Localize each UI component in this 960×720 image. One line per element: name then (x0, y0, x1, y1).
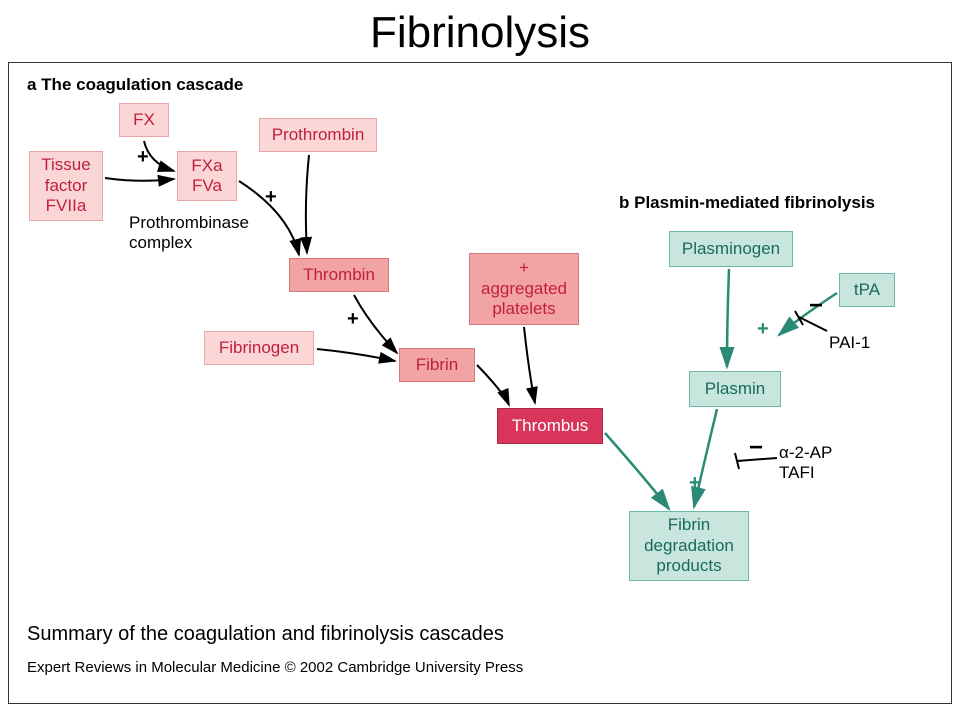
section-b-heading: b Plasmin-mediated fibrinolysis (619, 193, 875, 213)
node-tpa: tPA (839, 273, 895, 307)
page-title: Fibrinolysis (0, 0, 960, 62)
svg-text:+: + (757, 318, 769, 340)
node-tissue-factor: Tissue factor FVIIa (29, 151, 103, 221)
node-plasminogen: Plasminogen (669, 231, 793, 267)
node-prothrombin: Prothrombin (259, 118, 377, 152)
section-a-heading: a The coagulation cascade (27, 75, 243, 95)
figure-frame: a The coagulation cascade b Plasmin-medi… (8, 62, 952, 704)
svg-text:+: + (347, 308, 359, 330)
node-fdp: Fibrin degradation products (629, 511, 749, 581)
node-fx: FX (119, 103, 169, 137)
label-pai1: PAI-1 (829, 333, 870, 353)
label-a2ap-tafi: α-2-AP TAFI (779, 443, 832, 483)
label-prothrombinase: Prothrombinase complex (129, 213, 249, 253)
svg-text:+: + (689, 472, 701, 494)
svg-text:−: − (749, 434, 763, 461)
svg-text:+: + (137, 146, 149, 168)
node-fxa-fva: FXa FVa (177, 151, 237, 201)
figure-credit: Expert Reviews in Molecular Medicine © 2… (27, 659, 523, 676)
node-thrombin: Thrombin (289, 258, 389, 292)
node-platelets: + aggregated platelets (469, 253, 579, 325)
node-thrombus: Thrombus (497, 408, 603, 444)
node-fibrin: Fibrin (399, 348, 475, 382)
svg-text:−: − (809, 292, 823, 319)
arrows-layer: + + + + + − − (9, 63, 951, 703)
figure-caption: Summary of the coagulation and fibrinoly… (27, 623, 504, 646)
node-plasmin: Plasmin (689, 371, 781, 407)
svg-text:+: + (265, 186, 277, 208)
node-fibrinogen: Fibrinogen (204, 331, 314, 365)
